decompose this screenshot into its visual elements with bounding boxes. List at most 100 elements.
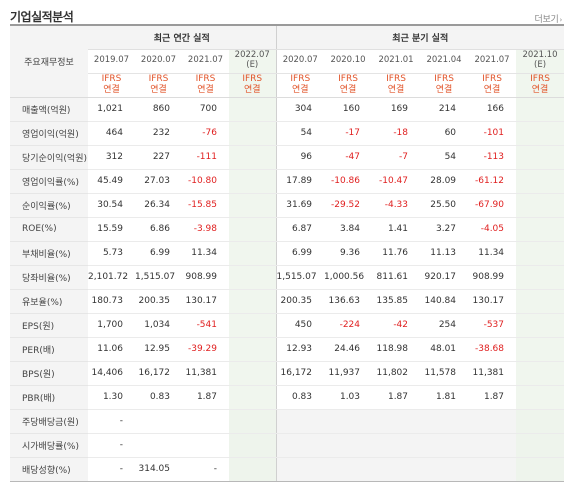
row-label: 배당성향(%) [10,457,88,482]
accounting-basis-header: IFRS 연결 [372,73,421,98]
table-cell: 1,700 [88,312,135,338]
table-cell: -76 [182,121,229,146]
basis-label: 연결 [103,85,120,96]
row-label: 부채비율(%) [10,240,88,266]
table-cell: 214 [420,97,469,122]
financial-summary-table: 주요재무정보 최근 연간 실적 최근 분기 실적 2019.07 2020.07 2… [10,23,565,482]
quarter-period-header: 2020.07 [275,49,325,74]
table-cell: 11,381 [468,361,517,386]
table-cell: 1.87 [182,385,229,410]
basis-label: 연결 [435,85,453,96]
table-row: 부채비율(%) 5.73 6.99 11.34 6.99 9.36 11.76 11.13 11… [10,240,565,266]
table-cell [420,409,469,434]
table-row: 시가배당률(%) - [10,433,565,458]
table-cell: 908.99 [468,265,517,290]
table-cell [229,289,277,314]
table-cell: - [88,433,135,458]
period-date: 2022.07 [234,50,270,61]
table-cell: - [182,457,229,482]
table-cell: 180.73 [88,289,135,314]
table-cell [229,433,277,458]
table-cell: 30.54 [88,193,135,218]
table-cell: -42 [372,312,421,338]
table-cell: 160 [324,97,373,122]
table-cell: -224 [324,312,373,338]
table-cell: 1,000.56 [324,265,373,290]
table-cell [372,409,421,434]
table-cell: 9.36 [324,240,373,266]
basis-label: 연결 [387,85,405,96]
table-cell [516,409,565,434]
basis-label: 연결 [197,85,214,96]
table-row: 유보율(%) 180.73 200.35 130.17 200.35 136.63 135.… [10,289,565,314]
table-cell: 17.89 [275,168,325,194]
table-row: PER(배) 11.06 12.95 -39.29 12.93 24.46 118.98 48… [10,337,565,362]
table-cell: -29.52 [324,193,373,218]
period-date: 2020.10 [330,55,366,66]
table-cell: 140.84 [420,289,469,314]
table-cell: 227 [135,145,182,170]
table-cell: 2,101.72 [88,265,135,290]
table-cell [516,265,565,290]
annual-period-header: 2021.07 [182,49,229,74]
row-label: 당기순이익(억원) [10,145,88,170]
table-cell: -15.85 [182,193,229,218]
table-cell [516,121,565,146]
basis-label: 연결 [150,85,167,96]
quarter-group-header: 최근 분기 실적 [275,24,565,50]
table-cell: -39.29 [182,337,229,362]
table-cell [516,457,565,482]
table-cell: 130.17 [182,289,229,314]
table-cell: 54 [275,121,325,146]
table-row: 주당배당금(원) - [10,409,565,434]
table-cell [229,217,277,242]
table-cell: 1.41 [372,217,421,242]
table-cell [275,409,325,434]
table-cell [229,168,277,194]
annual-group-header: 최근 연간 실적 [88,24,277,50]
table-cell: 28.09 [420,168,469,194]
table-cell: 45.49 [88,168,135,194]
table-cell: 3.84 [324,217,373,242]
more-link[interactable]: 더보기› [534,12,563,25]
row-label: 영업이익률(%) [10,168,88,194]
table-cell [468,433,517,458]
table-cell [229,193,277,218]
table-cell [516,289,565,314]
row-label: 영업이익(억원) [10,121,88,146]
table-cell [516,433,565,458]
table-cell: 11,578 [420,361,469,386]
table-cell: 6.87 [275,217,325,242]
table-cell: 1.30 [88,385,135,410]
table-cell: 60 [420,121,469,146]
accounting-basis-header: IFRS 연결 [88,73,135,98]
table-cell: 6.99 [275,240,325,266]
table-cell: -17 [324,121,373,146]
chevron-right-icon: › [559,16,563,24]
basis-label: 연결 [531,85,549,96]
row-label: 주당배당금(원) [10,409,88,434]
table-cell: -111 [182,145,229,170]
table-cell: 96 [275,145,325,170]
table-cell [229,97,277,122]
quarter-period-header: 2021.04 [420,49,469,74]
quarter-period-header: 2021.07 [468,49,517,74]
table-cell: 312 [88,145,135,170]
table-cell: 16,172 [275,361,325,386]
table-cell: 0.83 [135,385,182,410]
table-row: ROE(%) 15.59 6.86 -3.98 6.87 3.84 1.41 3.27 -4.0… [10,217,565,242]
table-cell: 16,172 [135,361,182,386]
period-date: 2021.07 [187,55,224,66]
table-cell [229,337,277,362]
table-cell [324,457,373,482]
table-cell: 11.13 [420,240,469,266]
period-date: 2020.07 [140,55,177,66]
table-cell [516,193,565,218]
table-cell [516,240,565,266]
quarter-period-header: 2021.01 [372,49,421,74]
row-label: ROE(%) [10,217,88,242]
estimate-marker: (E) [246,60,259,70]
more-label: 더보기 [534,15,559,25]
table-cell: 1.87 [372,385,421,410]
table-cell: 920.17 [420,265,469,290]
